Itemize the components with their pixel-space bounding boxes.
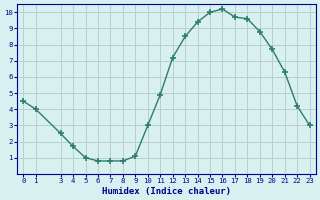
X-axis label: Humidex (Indice chaleur): Humidex (Indice chaleur) xyxy=(102,187,231,196)
